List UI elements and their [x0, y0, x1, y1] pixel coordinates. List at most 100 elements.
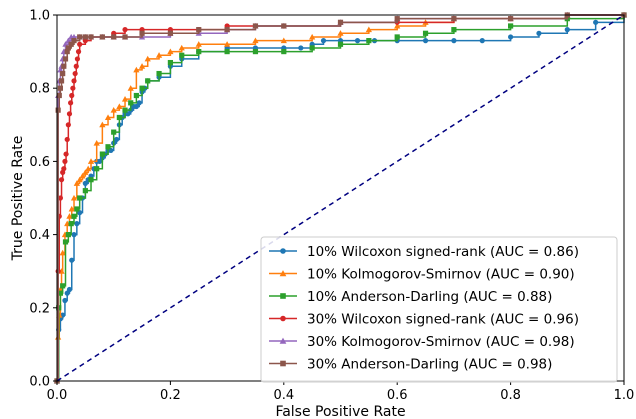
data-point — [280, 37, 287, 44]
data-point — [72, 70, 78, 77]
x-tick-label: 0.2 — [160, 388, 181, 403]
ticks-layer: 0.0 0.2 0.4 0.6 0.8 1.0 0.0 0.2 0.4 0.6 0.8 1.0 — [29, 9, 634, 404]
data-point — [70, 194, 78, 201]
data-point — [59, 249, 66, 256]
data-point — [68, 221, 74, 227]
legend-label: 10% Wilcoxon signed-rank (AUC = 0.86) — [307, 244, 579, 260]
data-point — [66, 286, 73, 293]
data-point — [223, 41, 231, 47]
data-point — [196, 49, 202, 55]
data-point — [298, 45, 304, 51]
y-tick-label: 0.8 — [29, 82, 50, 97]
data-point — [337, 19, 344, 25]
data-point — [508, 23, 514, 29]
data-point — [224, 49, 230, 55]
data-point — [68, 41, 74, 47]
data-point — [337, 30, 344, 36]
data-point — [62, 56, 69, 62]
data-point — [75, 49, 82, 55]
data-point — [71, 78, 77, 84]
data-point — [564, 27, 570, 33]
data-point — [145, 78, 151, 84]
data-point — [128, 100, 134, 106]
data-point — [281, 23, 287, 29]
data-point — [56, 92, 62, 99]
legend-entry: 10% Kolmogorov-Smirnov (AUC = 0.90) — [269, 267, 575, 283]
data-point — [121, 96, 129, 102]
data-point — [64, 49, 70, 55]
data-point — [451, 38, 457, 44]
data-point — [167, 59, 173, 66]
data-point — [122, 27, 128, 33]
data-point — [116, 114, 122, 121]
data-point — [88, 177, 94, 183]
data-point — [64, 136, 70, 143]
data-point — [62, 158, 68, 164]
data-point — [82, 169, 89, 175]
data-point — [280, 360, 286, 367]
chance-diagonal — [56, 14, 625, 382]
data-point — [66, 111, 73, 117]
data-point — [139, 85, 145, 91]
data-point — [61, 63, 67, 69]
data-point — [155, 52, 163, 58]
data-point — [57, 290, 64, 296]
data-point — [62, 239, 69, 245]
legend-label: 10% Kolmogorov-Smirnov (AUC = 0.90) — [307, 267, 575, 283]
data-point — [105, 144, 111, 150]
data-point — [77, 195, 83, 201]
data-point — [69, 257, 75, 263]
legend-label: 30% Anderson-Darling (AUC = 0.98) — [307, 357, 552, 373]
data-point — [133, 92, 139, 99]
x-tick-label: 0.6 — [387, 388, 408, 403]
data-point — [252, 23, 259, 29]
data-point — [76, 176, 83, 183]
legend-box — [260, 236, 618, 383]
data-point — [422, 30, 429, 36]
data-point — [55, 107, 61, 113]
data-point — [196, 27, 202, 33]
data-point — [66, 213, 73, 219]
data-point — [354, 38, 361, 44]
data-point — [57, 195, 64, 201]
data-point — [111, 34, 117, 40]
data-point — [280, 315, 286, 322]
data-point — [139, 30, 145, 36]
data-point — [167, 30, 173, 36]
data-point — [280, 293, 286, 299]
data-point — [74, 56, 81, 62]
data-point — [156, 70, 162, 77]
data-point — [224, 27, 230, 33]
legend-label: 30% Wilcoxon signed-rank (AUC = 0.96) — [307, 312, 579, 328]
data-point — [422, 38, 429, 44]
data-point — [309, 33, 316, 40]
data-point — [70, 85, 76, 91]
data-point — [279, 270, 287, 277]
data-point — [99, 34, 105, 40]
legend-entry: 10% Anderson-Darling (AUC = 0.88) — [269, 289, 552, 305]
data-point — [96, 158, 103, 164]
legend-label: 10% Anderson-Darling (AUC = 0.88) — [307, 289, 552, 305]
data-point — [179, 52, 185, 58]
data-point — [394, 22, 401, 29]
data-point — [94, 166, 100, 172]
x-tick-label: 1.0 — [614, 388, 635, 403]
data-point — [252, 49, 259, 55]
data-point — [279, 337, 287, 344]
data-point — [99, 151, 105, 157]
data-point — [77, 41, 83, 47]
data-point — [58, 78, 65, 84]
data-point — [104, 114, 112, 120]
data-point — [71, 38, 77, 44]
data-point — [195, 41, 202, 47]
data-point — [593, 19, 599, 25]
data-point — [68, 205, 75, 212]
data-point — [127, 85, 134, 91]
data-point — [61, 166, 67, 172]
series-layer — [53, 11, 628, 384]
data-point — [93, 139, 100, 146]
series-3 — [54, 12, 627, 384]
data-point — [136, 100, 142, 106]
data-point — [178, 44, 185, 51]
data-point — [394, 34, 400, 40]
